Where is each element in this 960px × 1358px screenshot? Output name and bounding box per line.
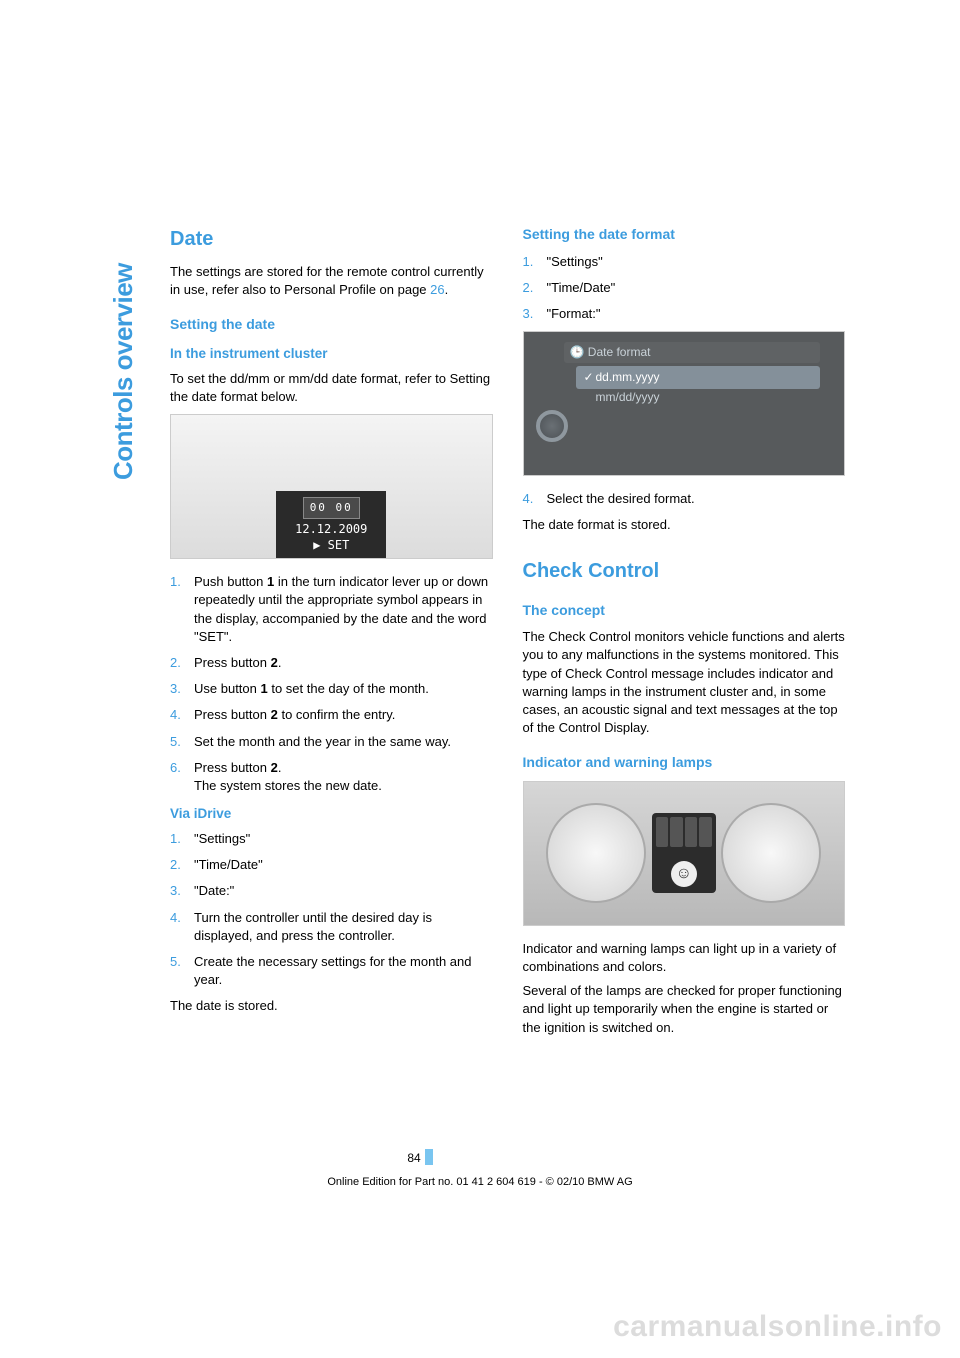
warning-panel-icon: ☺ [652, 813, 716, 893]
figure-idrive-screen: 🕒 Date format ✓dd.mm.yyyy mm/dd/yyyy [523, 331, 846, 476]
step-number: 1. [523, 253, 534, 271]
watermark-text: carmanualsonline.info [613, 1306, 942, 1348]
footer-edition-line: Online Edition for Part no. 01 41 2 604 … [327, 1175, 632, 1190]
step-number: 3. [170, 680, 181, 698]
page-ref-link[interactable]: 26 [430, 282, 444, 297]
cluster-steps-list: 1.Push button 1 in the turn indicator le… [170, 573, 493, 795]
idrive-steps-list: 1. "Settings" 2. "Time/Date" 3. "Date:" 4. T… [170, 830, 493, 989]
lamps-text-1: Indicator and warning lamps can light up… [523, 940, 846, 976]
heading-date-format: Setting the date format [523, 225, 846, 245]
list-item: 5. Set the month and the year in the same… [170, 733, 493, 751]
warn-strip [656, 817, 712, 847]
step-number: 2. [523, 279, 534, 297]
list-item: 2.Press button 2. [170, 654, 493, 672]
step-number: 1. [170, 573, 181, 591]
date-intro-text: The settings are stored for the remote c… [170, 263, 493, 299]
idrive-result-text: The date is stored. [170, 997, 493, 1015]
step-number: 6. [170, 759, 181, 777]
format-result-text: The date format is stored. [523, 516, 846, 534]
idrive-option: mm/dd/yyyy [576, 386, 821, 409]
step-text: "Settings" [194, 831, 250, 846]
heading-setting-date: Setting the date [170, 315, 493, 335]
cluster-format-text: To set the dd/mm or mm/dd date format, r… [170, 370, 493, 406]
heading-warning-lamps: Indicator and warning lamps [523, 753, 846, 773]
figure-instrument-cluster: 00 00 12.12.2009 ▶ SET [170, 414, 493, 559]
two-column-layout: Date The settings are stored for the rem… [170, 225, 845, 1043]
step-text: "Time/Date" [547, 280, 616, 295]
step-number: 4. [170, 706, 181, 724]
step-extra: The system stores the new date. [194, 778, 382, 793]
list-item: 5. Create the necessary settings for the … [170, 953, 493, 989]
idrive-title-text: Date format [588, 345, 651, 359]
idrive-controller-icon [536, 410, 568, 442]
list-item: 2. "Time/Date" [170, 856, 493, 874]
list-item: 4.Press button 2 to confirm the entry. [170, 706, 493, 724]
step-number: 3. [523, 305, 534, 323]
check-icon: ✓ [584, 369, 596, 386]
step-number: 5. [170, 953, 181, 971]
heading-check-control: Check Control [523, 557, 846, 585]
list-item: 1. "Settings" [523, 253, 846, 271]
cluster-set: ▶ SET [288, 537, 374, 554]
idrive-opt1: dd.mm.yyyy [596, 370, 660, 384]
step-text: "Format:" [547, 306, 601, 321]
page-footer: 84 Online Edition for Part no. 01 41 2 6… [0, 1148, 960, 1190]
intro-part2: . [445, 282, 449, 297]
step-number: 2. [170, 856, 181, 874]
cluster-lcd: 00 00 12.12.2009 ▶ SET [276, 491, 386, 558]
list-item: 1. "Settings" [170, 830, 493, 848]
step-text: Create the necessary settings for the mo… [194, 954, 472, 987]
step-text: Turn the controller until the desired da… [194, 910, 432, 943]
cluster-date: 12.12.2009 [288, 521, 374, 538]
heading-date: Date [170, 225, 493, 253]
list-item: 3.Use button 1 to set the day of the mon… [170, 680, 493, 698]
gauge-right-icon [721, 803, 821, 903]
step-text: "Settings" [547, 254, 603, 269]
step-text: "Time/Date" [194, 857, 263, 872]
page-number: 84 [407, 1148, 424, 1167]
page-number-bar [425, 1149, 433, 1165]
list-item: 4. Select the desired format. [523, 490, 846, 508]
list-item: 3. "Format:" [523, 305, 846, 323]
concept-text: The Check Control monitors vehicle funct… [523, 628, 846, 737]
list-item: 1.Push button 1 in the turn indicator le… [170, 573, 493, 646]
format-steps-top: 1. "Settings" 2. "Time/Date" 3. "Format:" [523, 253, 846, 324]
gauge-left-icon [546, 803, 646, 903]
step-text: Set the month and the year in the same w… [194, 734, 451, 749]
step-text: Select the desired format. [547, 491, 695, 506]
list-item: 4. Turn the controller until the desired … [170, 909, 493, 945]
list-item: 2. "Time/Date" [523, 279, 846, 297]
step-number: 2. [170, 654, 181, 672]
step-number: 4. [523, 490, 534, 508]
step-number: 3. [170, 882, 181, 900]
heading-via-idrive: Via iDrive [170, 805, 493, 824]
idrive-opt2: mm/dd/yyyy [596, 390, 660, 404]
format-steps-bottom: 4. Select the desired format. [523, 490, 846, 508]
list-item: 3. "Date:" [170, 882, 493, 900]
step-number: 4. [170, 909, 181, 927]
step-number: 1. [170, 830, 181, 848]
lamps-text-2: Several of the lamps are checked for pro… [523, 982, 846, 1037]
left-column: Date The settings are stored for the rem… [170, 225, 493, 1043]
figure-warning-lamps: ☺ [523, 781, 846, 926]
heading-concept: The concept [523, 601, 846, 621]
step-text: "Date:" [194, 883, 234, 898]
idrive-screen-title: 🕒 Date format [564, 342, 821, 363]
step-number: 5. [170, 733, 181, 751]
cluster-digits: 00 00 [303, 497, 360, 518]
right-column: Setting the date format 1. "Settings" 2. "… [523, 225, 846, 1043]
list-item: 6.Press button 2.The system stores the n… [170, 759, 493, 795]
heading-instrument-cluster: In the instrument cluster [170, 345, 493, 364]
page-number-block: 84 [407, 1148, 432, 1167]
steering-wheel-icon: ☺ [671, 861, 697, 887]
